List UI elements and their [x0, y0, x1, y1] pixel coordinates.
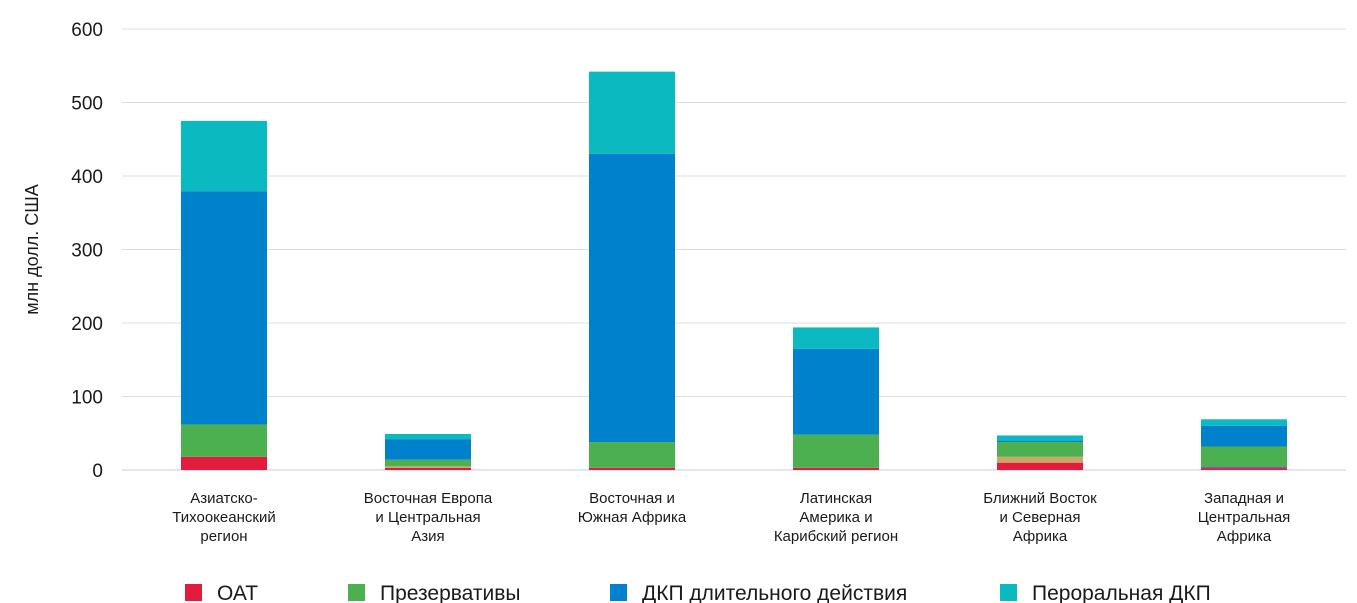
x-category-label: Азиатско-Тихоокеанский регион: [172, 490, 275, 545]
gridlines: [122, 28, 1346, 471]
bar-segment: [997, 456, 1083, 463]
bar-segment: [385, 466, 471, 468]
legend-label: Пероральная ДКП: [1032, 582, 1211, 603]
x-category-label: Ближний Восток и Северная Африка: [983, 490, 1097, 545]
legend-swatch: [185, 584, 202, 601]
y-tick-label: 600: [71, 20, 103, 41]
bar-segment: [793, 348, 879, 435]
bar-segment: [997, 435, 1083, 441]
legend-item: Презервативы: [348, 582, 520, 603]
bar-segment: [997, 440, 1083, 443]
x-axis-category-labels: Азиатско-Тихоокеанский регион Восточная Ев…: [172, 490, 1290, 545]
legend-item: ОАТ: [185, 582, 258, 603]
bar-segment: [1201, 419, 1287, 426]
y-tick-label: 500: [71, 94, 103, 115]
y-tick-label: 100: [71, 388, 103, 409]
bar-segment: [385, 439, 471, 460]
bar-segment: [589, 442, 675, 468]
bar-segment: [181, 191, 267, 425]
bar-segment: [793, 467, 879, 470]
bar-segment: [589, 153, 675, 443]
y-tick-label: 300: [71, 241, 103, 262]
bar-segment: [793, 434, 879, 468]
legend-label: ОАТ: [217, 582, 258, 603]
bar-segment: [1201, 425, 1287, 447]
bar-segment: [385, 459, 471, 467]
x-category-label: Восточная Европа и Центральная Азия: [364, 490, 493, 545]
legend: ОАТ Презервативы ДКП длительного действия П…: [185, 582, 1211, 603]
x-category-label: Латинская Америка и Карибский регион: [774, 490, 898, 545]
legend-swatch: [1000, 584, 1017, 601]
bar-segment: [589, 467, 675, 470]
legend-swatch: [610, 584, 627, 601]
bar-segment: [385, 467, 471, 470]
bar-segment: [997, 442, 1083, 457]
legend-item: ДКП длительного действия: [610, 582, 907, 603]
bar-segment: [181, 424, 267, 457]
bar-segment: [1201, 446, 1287, 468]
y-tick-label: 400: [71, 167, 103, 188]
bar-segment: [1201, 467, 1287, 469]
bar-segment: [181, 456, 267, 470]
bar-segment: [589, 71, 675, 154]
legend-item: Пероральная ДКП: [1000, 582, 1211, 603]
legend-label: Презервативы: [380, 582, 520, 603]
bar-segment: [181, 120, 267, 192]
bar-segment: [793, 327, 879, 349]
x-category-label: Восточная и Южная Африка: [578, 490, 687, 526]
y-tick-label: 0: [92, 461, 103, 482]
y-tick-label: 200: [71, 314, 103, 335]
bar-segment: [385, 433, 471, 440]
y-axis-title: млн долл. США: [22, 184, 42, 314]
legend-label: ДКП длительного действия: [642, 582, 907, 603]
legend-swatch: [348, 584, 365, 601]
bar-segment: [1201, 468, 1287, 470]
bars: [181, 71, 1287, 470]
y-axis-ticks: 0 100 200 300 400 500 600: [71, 20, 103, 482]
bar-segment: [997, 462, 1083, 470]
x-category-label: Западная и Центральная Африка: [1198, 490, 1291, 545]
